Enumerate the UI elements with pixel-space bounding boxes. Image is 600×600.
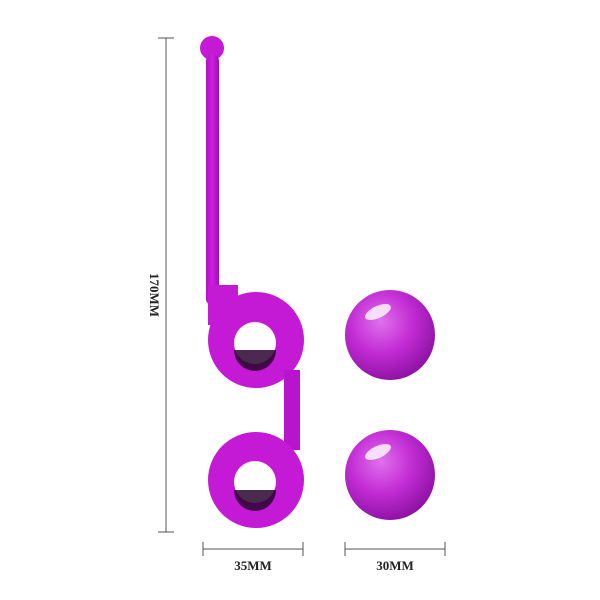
width-label: 35MM bbox=[234, 558, 272, 573]
height-label: 170MM bbox=[147, 273, 162, 317]
ball-label: 30MM bbox=[376, 558, 414, 573]
height-dimension: 170MM bbox=[147, 37, 174, 533]
kegel-holder bbox=[200, 36, 304, 528]
ball-bottom bbox=[345, 430, 435, 520]
ball-dimension: 30MM bbox=[344, 542, 446, 573]
width-dimension: 35MM bbox=[202, 542, 304, 573]
ball-top bbox=[345, 290, 435, 380]
